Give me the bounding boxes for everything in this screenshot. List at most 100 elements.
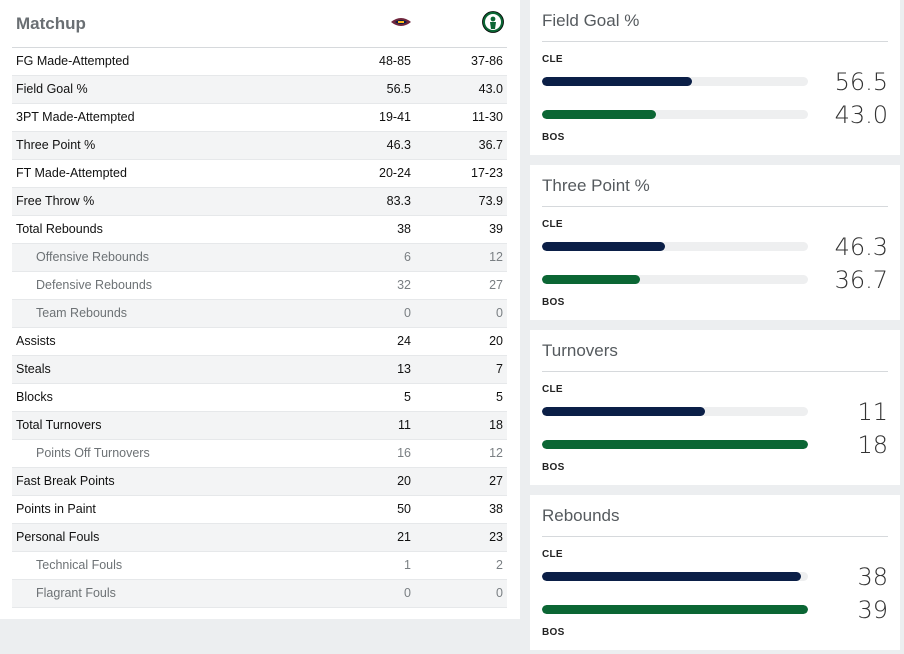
stat-value-bos: 39 (489, 222, 503, 236)
stat-value-cle: 11 (398, 418, 411, 432)
stat-row: Technical Fouls 1 2 (12, 552, 507, 580)
card-value-cle: 11 (857, 398, 888, 426)
stat-row: Steals 13 7 (12, 356, 507, 384)
bar-track-cle (542, 77, 808, 86)
card-divider (542, 41, 888, 42)
stat-value-cle: 32 (397, 278, 411, 292)
cavaliers-logo-icon (391, 18, 411, 26)
stat-label: Total Rebounds (16, 222, 103, 236)
stat-row: Free Throw % 83.3 73.9 (12, 188, 507, 216)
matchup-header: Matchup (0, 0, 520, 48)
bar-track-bos (542, 275, 808, 284)
stat-row: Team Rebounds 0 0 (12, 300, 507, 328)
matchup-panel: Matchup FG Made-Attempted 48-85 37-86 Field… (0, 0, 520, 619)
stat-value-cle: 19-41 (379, 110, 411, 124)
card-value-bos: 18 (857, 431, 888, 459)
stat-row: Flagrant Fouls 0 0 (12, 580, 507, 608)
bar-track-cle (542, 572, 808, 581)
stat-value-bos: 0 (496, 306, 503, 320)
stat-label: Personal Fouls (16, 530, 100, 544)
stat-label: Free Throw % (16, 194, 95, 208)
stat-value-bos: 7 (496, 362, 503, 376)
stat-value-cle: 5 (404, 390, 411, 404)
stat-value-bos: 38 (489, 502, 503, 516)
stat-label: 3PT Made-Attempted (16, 110, 135, 124)
stat-value-bos: 18 (489, 418, 503, 432)
card-divider (542, 536, 888, 537)
bar-fill-bos (542, 605, 808, 614)
stat-card: Three Point % CLE 46.3 36.7 BOS (530, 165, 900, 320)
team-label-bos: BOS (542, 462, 565, 473)
bar-track-cle (542, 242, 808, 251)
stat-value-bos: 5 (496, 390, 503, 404)
stat-value-cle: 16 (397, 446, 411, 460)
team-label-cle: CLE (542, 384, 563, 395)
team-label-cle: CLE (542, 54, 563, 65)
bar-track-bos (542, 605, 808, 614)
stat-value-bos: 17-23 (471, 166, 503, 180)
stat-value-cle: 20-24 (379, 166, 411, 180)
stat-value-cle: 0 (404, 306, 411, 320)
stat-value-cle: 0 (404, 586, 411, 600)
stat-value-cle: 48-85 (379, 54, 411, 68)
team-label-bos: BOS (542, 132, 565, 143)
stat-row: Offensive Rebounds 6 12 (12, 244, 507, 272)
celtics-logo-icon (482, 11, 504, 33)
stat-value-cle: 13 (397, 362, 411, 376)
team-label-bos: BOS (542, 627, 565, 638)
stat-value-cle: 38 (397, 222, 411, 236)
stat-row: Blocks 5 5 (12, 384, 507, 412)
bar-fill-bos (542, 110, 657, 119)
stat-label: Field Goal % (16, 82, 88, 96)
stat-label: Fast Break Points (16, 474, 115, 488)
card-title: Rebounds (542, 506, 620, 525)
stat-value-bos: 73.9 (478, 194, 503, 208)
stat-row: Fast Break Points 20 27 (12, 468, 507, 496)
stat-label: Points Off Turnovers (36, 446, 150, 460)
bar-fill-cle (542, 407, 705, 416)
card-title: Turnovers (542, 341, 618, 360)
stat-label: Total Turnovers (16, 418, 102, 432)
stat-value-bos: 37-86 (471, 54, 503, 68)
team-label-cle: CLE (542, 219, 563, 230)
card-value-bos: 39 (857, 596, 888, 624)
team-label-bos: BOS (542, 297, 565, 308)
stat-value-cle: 1 (404, 558, 411, 572)
matchup-title: Matchup (16, 14, 86, 33)
card-value-cle: 38 (857, 563, 888, 591)
stat-row: FG Made-Attempted 48-85 37-86 (12, 48, 507, 76)
stat-row: Field Goal % 56.5 43.0 (12, 76, 507, 104)
bar-track-bos (542, 440, 808, 449)
card-value-bos: 36.7 (834, 266, 888, 294)
stat-row: Points Off Turnovers 16 12 (12, 440, 507, 468)
stat-value-bos: 2 (496, 558, 503, 572)
stat-label: Steals (16, 362, 51, 376)
stat-label: Technical Fouls (36, 558, 123, 572)
stat-value-cle: 24 (397, 334, 411, 348)
stat-label: Blocks (16, 390, 53, 404)
header-divider (12, 47, 507, 48)
stat-value-bos: 36.7 (478, 138, 503, 152)
stat-value-cle: 20 (397, 474, 411, 488)
stat-value-cle: 6 (404, 250, 411, 264)
stat-label: FT Made-Attempted (16, 166, 127, 180)
stat-value-bos: 43.0 (478, 82, 503, 96)
card-title: Three Point % (542, 176, 650, 195)
bar-fill-cle (542, 242, 666, 251)
bar-track-cle (542, 407, 808, 416)
card-value-bos: 43.0 (834, 101, 888, 129)
bar-track-bos (542, 110, 808, 119)
stat-value-bos: 27 (489, 474, 503, 488)
stat-row: Total Turnovers 11 18 (12, 412, 507, 440)
bar-fill-cle (542, 572, 802, 581)
stat-row: Defensive Rebounds 32 27 (12, 272, 507, 300)
card-value-cle: 56.5 (834, 68, 888, 96)
stat-card: Turnovers CLE 11 18 BOS (530, 330, 900, 485)
stat-value-bos: 23 (489, 530, 503, 544)
stat-card: Rebounds CLE 38 39 BOS (530, 495, 900, 650)
stat-row: Assists 24 20 (12, 328, 507, 356)
stat-row: FT Made-Attempted 20-24 17-23 (12, 160, 507, 188)
stat-value-bos: 12 (489, 250, 503, 264)
card-divider (542, 371, 888, 372)
stat-label: Team Rebounds (36, 306, 128, 320)
